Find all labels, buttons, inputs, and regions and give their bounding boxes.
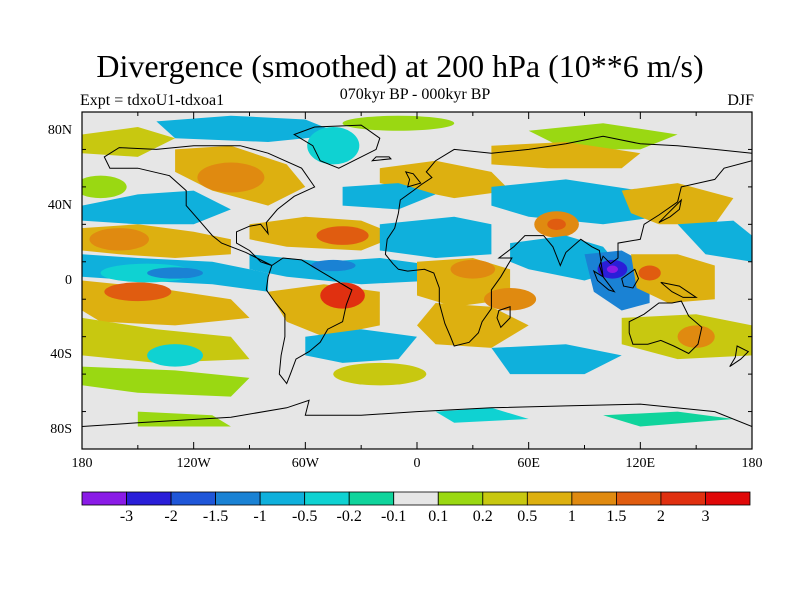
band-south-pacific-lime: [82, 366, 250, 397]
blob-south-pacific-cyan: [147, 344, 203, 367]
colorbar-label-13: 3: [701, 508, 710, 525]
lon-label-180e: 180: [741, 456, 763, 471]
plot-title: Divergence (smoothed) at 200 hPa (10**6 …: [96, 48, 704, 84]
colorbar-swatch-4: [259, 491, 306, 506]
coastlines: [82, 124, 752, 449]
colorbar-swatch-3: [215, 491, 261, 506]
axis-ticks: [81, 111, 753, 450]
blob-pacific-equatorial-blue: [147, 267, 203, 279]
colorbar-label-1: -2: [164, 508, 178, 525]
colorbar-swatch-5: [304, 491, 350, 506]
blob-north-america-red: [197, 162, 265, 193]
colorbar-swatch-11: [571, 491, 617, 506]
band-north-pacific-cyan: [82, 190, 231, 225]
colorbar: [81, 491, 751, 506]
colorbar-swatch-2: [170, 491, 217, 506]
lat-label-0: 0: [65, 272, 72, 288]
season-label: DJF: [727, 92, 754, 109]
lat-label-40n: 40N: [47, 197, 72, 213]
colorbar-label-11: 1.5: [606, 508, 627, 525]
blob-pacific-north-red: [89, 228, 149, 251]
band-africa-cyan: [379, 216, 492, 258]
colorbar-swatch-7: [393, 491, 439, 506]
colorbar-swatch-10: [526, 491, 573, 506]
band-north-atlantic-cyan: [342, 183, 436, 210]
colorbar-swatch-1: [126, 491, 172, 506]
coast-antarctica: [82, 399, 752, 449]
band-south-pacific-green: [82, 317, 250, 363]
divergence-field: [82, 115, 752, 427]
lon-label-120w: 120W: [176, 456, 211, 471]
lon-label-180w: 180: [71, 456, 93, 471]
colorbar-label-10: 1: [567, 508, 576, 525]
colorbar-swatch-13: [660, 491, 706, 506]
colorbar-swatch-14: [705, 491, 751, 506]
blob-indian-south-red: [484, 287, 537, 311]
coast-new-guinea: [660, 281, 698, 298]
lat-label-80n: 80N: [47, 122, 72, 138]
coast-south-america: [265, 257, 353, 385]
blob-greenland-teal: [307, 126, 360, 165]
coast-north-america: [103, 145, 316, 266]
lon-label-60e: 60E: [517, 456, 540, 471]
lon-label-60w: 60W: [291, 456, 319, 471]
band-south-indian-cyan: [491, 344, 622, 375]
colorbar-swatch-9: [482, 491, 528, 506]
colorbar-label-2: -1.5: [202, 508, 229, 525]
colorbar-label-6: -0.1: [381, 508, 407, 525]
coast-uk: [404, 171, 422, 188]
band-antarctic-cyan: [435, 407, 529, 423]
colorbar-swatch-8: [437, 491, 484, 506]
blob-south-america-red: [320, 282, 365, 309]
colorbar-label-8: 0.2: [472, 508, 493, 525]
coast-iceland: [370, 156, 392, 162]
experiment-label: Expt = tdxoU1-tdxoa1: [80, 92, 225, 109]
blob-africa-red: [450, 259, 496, 279]
lon-label-0: 0: [413, 456, 421, 471]
coast-madagascar: [496, 306, 511, 329]
coast-eurasia-africa: [384, 135, 752, 347]
band-south-africa-orange: [417, 303, 529, 348]
band-antarctic-lime: [137, 411, 231, 427]
coast-australia: [628, 300, 703, 355]
lat-label-80s: 80S: [50, 422, 72, 438]
colorbar-label-3: -1: [253, 508, 267, 525]
band-south-atlantic-cyan: [305, 329, 417, 363]
blob-north-pacific-lime: [82, 175, 127, 199]
coast-new-zealand: [729, 345, 750, 368]
colorbar-label-5: -0.2: [336, 508, 362, 525]
colorbar-label-12: 2: [656, 508, 665, 525]
blob-west-pacific-red: [638, 265, 661, 281]
band-eurasia-orange: [491, 142, 641, 169]
plot-subtitle: 070kyr BP - 000kyr BP: [339, 86, 491, 103]
coast-japan: [658, 198, 683, 223]
colorbar-label-0: -3: [119, 508, 134, 525]
blob-maritime-violet: [606, 265, 619, 274]
colorbar-swatch-6: [348, 491, 395, 506]
blob-south-atlantic-lime: [333, 362, 427, 386]
colorbar-swatch-12: [616, 491, 662, 506]
blob-atlantic-blue: [310, 259, 356, 272]
band-antarctic-east-green: [603, 411, 734, 427]
band-asia-cyan: [491, 179, 659, 225]
band-north-pacific-west-cyan: [677, 220, 752, 262]
coast-borneo: [621, 268, 640, 289]
colorbar-swatch-0: [81, 491, 127, 506]
lon-label-120e: 120E: [625, 456, 656, 471]
colorbar-label-4: -0.5: [292, 508, 318, 525]
colorbar-label-7: 0.1: [428, 508, 449, 525]
blob-atlantic-red: [316, 226, 369, 245]
colorbar-label-9: 0.5: [517, 508, 538, 525]
blob-arctic-lime: [342, 115, 455, 131]
coast-greenland: [293, 124, 381, 169]
coast-sumatra: [592, 269, 616, 293]
lat-label-40s: 40S: [50, 347, 72, 363]
blob-pacific-south-red: [104, 282, 172, 302]
blob-asia-core-red: [547, 218, 566, 230]
blob-australia-red: [677, 325, 715, 348]
